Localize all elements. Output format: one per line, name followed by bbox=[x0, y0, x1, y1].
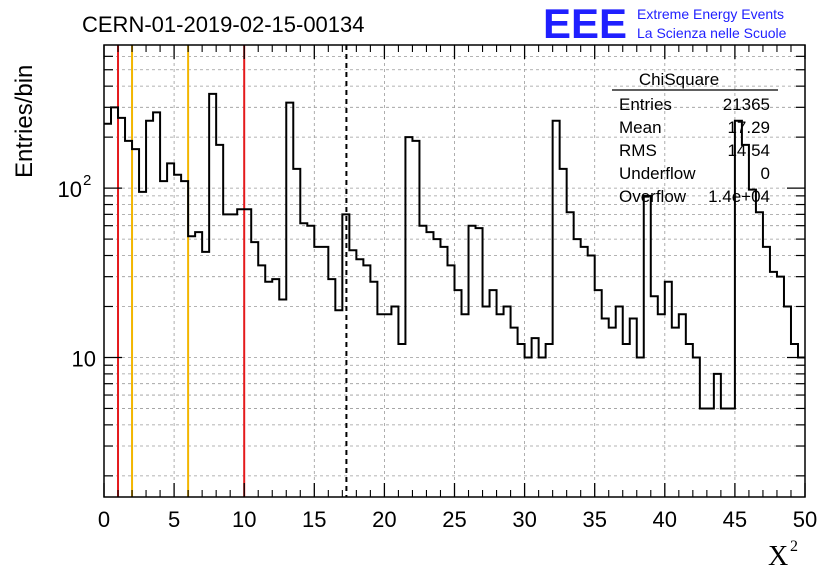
stats-row-value: 0 bbox=[761, 164, 770, 183]
x-tick-label: 30 bbox=[512, 507, 536, 532]
y-tick-label: 10 bbox=[58, 177, 82, 202]
stats-row-value: 14.54 bbox=[727, 141, 770, 160]
histogram-layer bbox=[104, 92, 805, 410]
eee-logo: EEE Extreme Energy Events La Scienza nel… bbox=[543, 0, 787, 47]
histogram-series bbox=[104, 92, 805, 410]
x-tick-label: 15 bbox=[302, 507, 326, 532]
reference-lines bbox=[117, 45, 348, 497]
stats-rows: Entries 21365 Mean 17.29 RMS 14.54 Underflow 0 O… bbox=[619, 95, 770, 206]
x-axis-label-base: X bbox=[768, 541, 788, 572]
eee-logo-line2: La Scienza nelle Scuole bbox=[637, 25, 787, 41]
stats-row-label: Overflow bbox=[619, 187, 687, 206]
x-tick-label: 0 bbox=[98, 507, 110, 532]
x-tick-label: 25 bbox=[442, 507, 466, 532]
stats-row-label: Underflow bbox=[619, 164, 696, 183]
stats-row-label: Mean bbox=[619, 118, 662, 137]
eee-logo-line1: Extreme Energy Events bbox=[637, 6, 784, 22]
stats-row-value: 1.4e+04 bbox=[708, 187, 770, 206]
x-tick-label: 20 bbox=[372, 507, 396, 532]
eee-logo-mark: EEE bbox=[543, 0, 627, 47]
x-axis-label: X 2 bbox=[768, 538, 798, 572]
y-axis-label: Entries/bin bbox=[11, 65, 38, 178]
x-tick-label: 50 bbox=[793, 507, 817, 532]
stats-row-value: 21365 bbox=[723, 95, 770, 114]
stats-box: ChiSquare Entries 21365 Mean 17.29 RMS 14.54 U… bbox=[612, 70, 778, 206]
x-tick-label: 40 bbox=[653, 507, 677, 532]
x-axis-label-sup: 2 bbox=[790, 538, 798, 555]
stats-row-label: RMS bbox=[619, 141, 657, 160]
x-tick-label: 45 bbox=[723, 507, 747, 532]
x-tick-label: 5 bbox=[168, 507, 180, 532]
x-tick-label: 35 bbox=[582, 507, 606, 532]
chart-title: CERN-01-2019-02-15-00134 bbox=[82, 12, 365, 37]
x-tick-label: 10 bbox=[232, 507, 256, 532]
stats-title: ChiSquare bbox=[639, 70, 719, 89]
grid-layer bbox=[104, 45, 805, 497]
y-tick-label: 10 bbox=[72, 346, 96, 371]
y-tick-label-exponent: 2 bbox=[83, 172, 91, 189]
stats-row-value: 17.29 bbox=[727, 118, 770, 137]
stats-row-label: Entries bbox=[619, 95, 672, 114]
